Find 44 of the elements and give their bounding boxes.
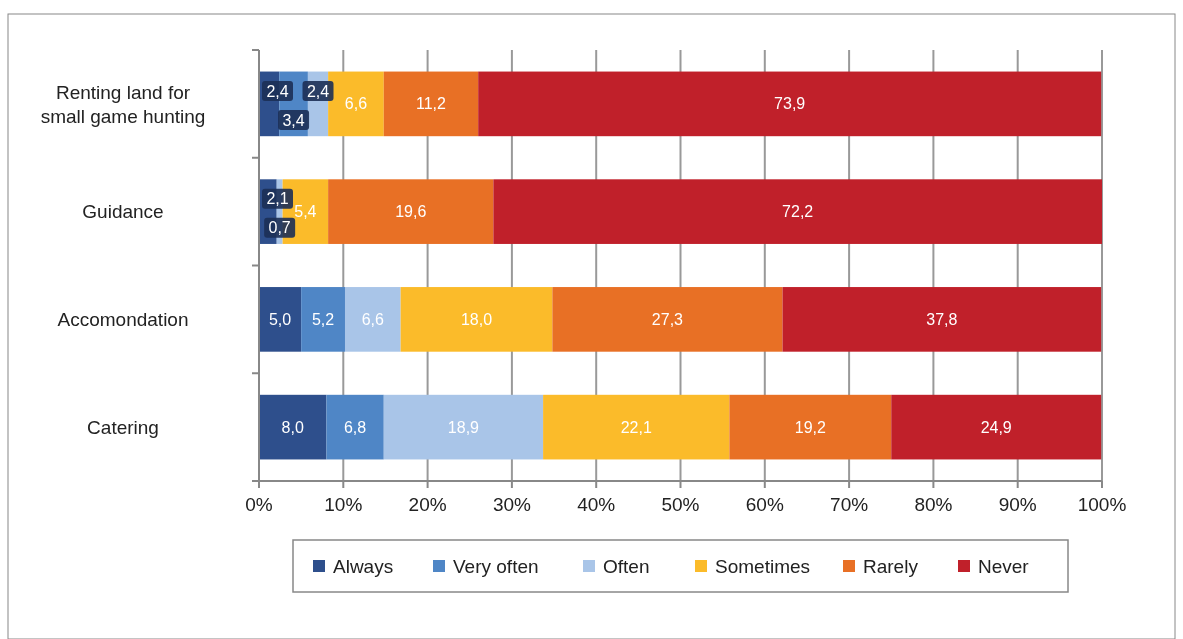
y-tick-label: Accomondation — [57, 309, 189, 331]
x-tick-label: 10% — [324, 494, 363, 515]
data-label: 6,8 — [343, 418, 367, 436]
data-label: 11,2 — [416, 95, 447, 113]
data-label: 72,2 — [782, 203, 814, 221]
data-label: 2,1 — [266, 190, 289, 208]
data-label: 24,9 — [980, 418, 1012, 436]
legend-label: Rarely — [863, 555, 919, 577]
x-tick-label: 50% — [661, 494, 700, 515]
data-label: 18,0 — [460, 310, 493, 328]
data-label: 19,2 — [794, 418, 826, 436]
x-tick-label: 60% — [745, 494, 784, 515]
legend-label: Sometimes — [715, 555, 811, 577]
data-label: 5,4 — [294, 203, 317, 221]
data-label: 6,6 — [344, 95, 368, 113]
data-label: 0,7 — [268, 219, 291, 237]
data-label: 8,0 — [281, 418, 304, 436]
legend-label: Very often — [453, 555, 539, 577]
y-tick-label: Guidance — [82, 201, 164, 223]
data-label: 5,2 — [311, 310, 335, 328]
data-label: 3,4 — [282, 111, 305, 129]
data-label: 19,6 — [395, 203, 427, 221]
x-tick-label: 0% — [245, 494, 273, 515]
data-label: 6,6 — [361, 310, 385, 328]
x-tick-label: 90% — [998, 494, 1037, 515]
x-tick-label: 70% — [830, 494, 869, 515]
data-label: 2,4 — [266, 82, 289, 100]
data-label: 22,1 — [620, 418, 652, 436]
x-tick-label: 100% — [1077, 494, 1127, 515]
data-label: 18,9 — [447, 418, 480, 436]
x-tick-label: 20% — [408, 494, 447, 515]
data-label: 27,3 — [651, 310, 684, 328]
data-label: 2,4 — [306, 82, 330, 100]
legend-label: Often — [603, 555, 650, 577]
x-tick-label: 80% — [914, 494, 953, 515]
x-tick-label: 30% — [492, 494, 532, 515]
legend-label: Never — [978, 555, 1030, 577]
y-tick-label: Renting land for small game hunting — [40, 81, 206, 127]
data-label: 37,8 — [926, 310, 958, 328]
x-tick-label: 40% — [577, 494, 616, 515]
legend-label: Always — [333, 555, 394, 577]
data-label: 73,9 — [774, 95, 806, 113]
y-tick-label: Catering — [87, 416, 159, 438]
data-label: 5,0 — [268, 310, 292, 328]
